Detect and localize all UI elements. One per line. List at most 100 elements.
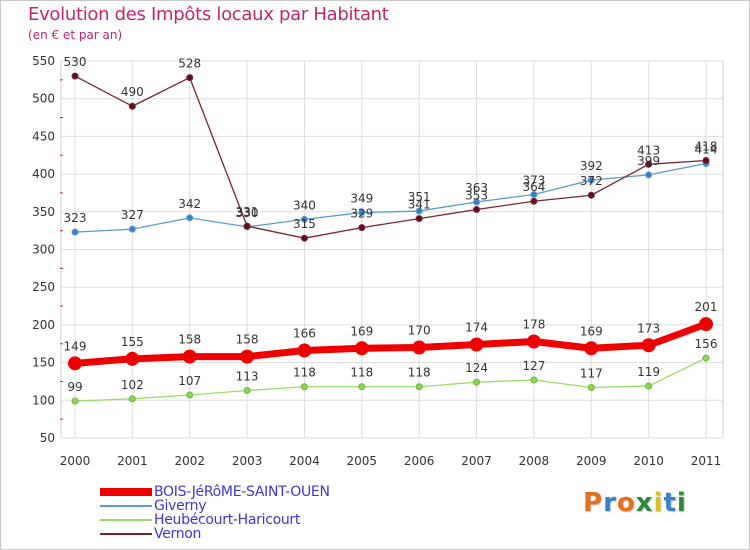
data-point — [587, 191, 595, 199]
data-label: 158 — [236, 333, 259, 347]
legend-label: Giverny — [154, 498, 207, 514]
data-point — [415, 215, 423, 223]
data-point — [300, 215, 308, 223]
y-tick-label: 200 — [32, 318, 55, 332]
data-point — [128, 395, 136, 403]
series-3 — [71, 72, 710, 242]
data-label: 107 — [178, 374, 201, 388]
data-point — [530, 197, 538, 205]
data-point — [473, 198, 481, 206]
x-tick-label: 2007 — [461, 454, 492, 468]
data-point — [243, 386, 251, 394]
data-label: 119 — [637, 365, 660, 379]
data-labels: 99 102 107 113 118 118 118 124 127 117 119 156 323 32… — [64, 55, 718, 394]
x-tick-label: 2009 — [576, 454, 607, 468]
data-point — [71, 228, 79, 236]
y-tick-label: 300 — [32, 243, 55, 257]
data-point — [584, 341, 599, 356]
data-label: 413 — [637, 143, 660, 157]
series-lines — [68, 72, 713, 405]
x-tick-label: 2005 — [347, 454, 378, 468]
data-label: 331 — [236, 205, 259, 219]
y-tick-label: 550 — [32, 54, 55, 68]
data-point — [186, 214, 194, 222]
data-label: 341 — [408, 198, 431, 212]
data-point — [526, 334, 541, 349]
data-point — [530, 190, 538, 198]
legend-swatch — [100, 519, 152, 521]
data-label: 169 — [580, 324, 603, 338]
data-point — [412, 340, 427, 355]
data-label: 373 — [522, 173, 545, 187]
data-point — [358, 383, 366, 391]
data-label: 127 — [522, 359, 545, 373]
data-label: 372 — [580, 174, 603, 188]
logo-letter: P — [583, 488, 604, 518]
data-point — [240, 349, 255, 364]
data-point — [186, 74, 194, 82]
x-tick-label: 2010 — [633, 454, 664, 468]
data-label: 166 — [293, 327, 316, 341]
data-point — [469, 337, 484, 352]
data-label: 351 — [408, 190, 431, 204]
data-label: 102 — [121, 378, 144, 392]
data-point — [415, 207, 423, 215]
data-label: 169 — [350, 324, 373, 338]
logo-letter: i — [676, 488, 687, 518]
data-point — [297, 343, 312, 358]
data-point — [182, 349, 197, 364]
data-label: 173 — [637, 321, 660, 335]
data-point — [358, 209, 366, 217]
data-point — [530, 376, 538, 384]
grid — [61, 60, 723, 439]
y-tick-label: 450 — [32, 129, 55, 143]
x-tick-label: 2003 — [232, 454, 263, 468]
data-label: 155 — [121, 335, 144, 349]
series-line — [74, 320, 708, 367]
data-point — [473, 378, 481, 386]
y-tick-label: 400 — [32, 167, 55, 181]
x-tick-label: 2006 — [404, 454, 435, 468]
series-0 — [68, 317, 713, 371]
series-line — [74, 162, 707, 233]
data-point — [645, 382, 653, 390]
data-label: 156 — [695, 337, 718, 351]
data-label: 353 — [465, 189, 488, 203]
series-line — [74, 357, 707, 402]
data-point — [128, 102, 136, 110]
data-label: 158 — [178, 333, 201, 347]
data-label: 99 — [67, 380, 82, 394]
y-tick-label: 50 — [40, 431, 55, 445]
data-point — [300, 383, 308, 391]
y-tick-label: 250 — [32, 280, 55, 294]
legend-label: Vernon — [154, 526, 202, 542]
data-label: 178 — [522, 317, 545, 331]
data-label: 363 — [465, 181, 488, 195]
x-tick-label: 2008 — [519, 454, 550, 468]
x-tick-label: 2002 — [174, 454, 205, 468]
series-2 — [71, 354, 710, 405]
y-tick-label: 350 — [32, 205, 55, 219]
legend-swatch — [100, 488, 152, 496]
data-label: 340 — [293, 198, 316, 212]
data-label: 117 — [580, 366, 603, 380]
legend-swatch — [100, 533, 152, 535]
data-label: 528 — [178, 57, 201, 71]
chart-title: Evolution des Impôts locaux par Habitant — [28, 4, 389, 25]
data-label: 364 — [522, 180, 545, 194]
logo-letter: o — [616, 488, 636, 518]
data-point — [645, 160, 653, 168]
data-label: 327 — [121, 208, 144, 222]
data-label: 149 — [64, 339, 87, 353]
y-tick-label: 150 — [32, 356, 55, 370]
data-point — [354, 341, 369, 356]
legend-label: BOIS-JéRôME-SAINT-OUEN — [154, 484, 330, 500]
x-tick-label: 2000 — [60, 454, 91, 468]
data-point — [71, 72, 79, 80]
data-label: 118 — [293, 366, 316, 380]
data-label: 315 — [293, 217, 316, 231]
logo-letter: r — [603, 488, 617, 518]
data-point — [186, 391, 194, 399]
data-point — [68, 356, 82, 371]
